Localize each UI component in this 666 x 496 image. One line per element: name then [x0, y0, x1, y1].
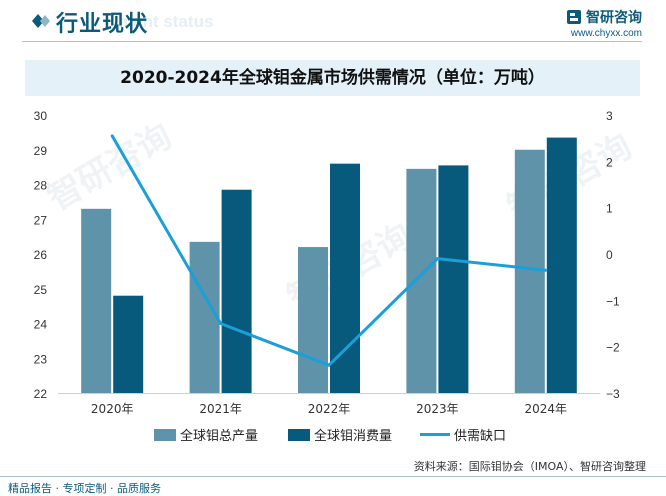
point-gap [435, 257, 439, 261]
brand-url[interactable]: www.chyxx.com [570, 27, 642, 39]
legend-item-production: 全球钼总产量 [154, 425, 258, 444]
bar-consumption [221, 189, 252, 393]
y-left-tick-label: 22 [34, 387, 48, 401]
y-left-tick-label: 26 [34, 248, 48, 262]
y-right-tick-label: −3 [606, 387, 620, 401]
legend-swatch-gap [420, 433, 450, 436]
header-divider [22, 41, 642, 42]
chart: 30 29 28 27 26 25 24 23 22 3 2 1 0 −1 −2 −3 2020年 2021年 20… [34, 109, 620, 416]
y-right-tick-label: 1 [606, 202, 613, 216]
legend-label-production: 全球钼总产量 [180, 429, 259, 444]
bar-production [406, 168, 437, 393]
footer: 资料来源：国际钼协会（IMOA）、智研咨询整理 精品报告 · 专项定制 · 品质… [0, 454, 666, 496]
bar-consumption [330, 163, 360, 393]
x-tick-label: 2020年 [91, 402, 134, 416]
line-gap [110, 135, 546, 367]
bar-consumption [113, 295, 144, 393]
x-tick-label: 2024年 [525, 402, 568, 416]
bar-consumption [438, 165, 469, 393]
y-left-tick-label: 30 [34, 109, 48, 123]
y-right-tick-label: 0 [606, 248, 613, 262]
bar-consumption [546, 137, 577, 393]
source-note: 资料来源：国际钼协会（IMOA）、智研咨询整理 [413, 460, 646, 473]
y-left-tick-label: 29 [34, 144, 48, 158]
chart-title: 2020-2024年全球钼金属市场供需情况（单位：万吨） [120, 68, 545, 88]
diamond-icon [32, 14, 50, 28]
brand: 智研咨询 www.chyxx.com [566, 6, 642, 39]
chart-title-box: 2020-2024年全球钼金属市场供需情况（单位：万吨） [25, 60, 640, 96]
legend-swatch-production [154, 428, 176, 441]
header: ment status 行业现状 智研咨询 www.chyxx.com [0, 0, 666, 44]
point-gap [219, 322, 223, 325]
legend-item-consumption: 全球钼消费量 [288, 425, 392, 444]
legend-swatch-consumption [288, 428, 310, 441]
legend-item-gap: 供需缺口 [420, 425, 506, 444]
bar-production [514, 149, 545, 393]
legend: 全球钼总产量 全球钼消费量 供需缺口 [0, 425, 666, 449]
x-tick-label: 2023年 [416, 402, 459, 416]
y-right-tick-label: 3 [606, 109, 613, 123]
tagline: 精品报告 · 专项定制 · 品质服务 [8, 482, 161, 495]
y-left-tick-label: 28 [34, 179, 48, 193]
brand-name: 智研咨询 [586, 9, 642, 26]
y-left-tick-label: 25 [34, 283, 48, 297]
header-subtitle: ment status [118, 12, 214, 31]
point-gap [327, 363, 331, 367]
legend-label-consumption: 全球钼消费量 [314, 429, 393, 444]
page-title: 行业现状 [56, 12, 149, 37]
y-left-tick-label: 23 [34, 352, 48, 366]
y-right-tick-label: −2 [606, 341, 620, 355]
point-gap [110, 134, 114, 138]
y-right-tick-label: 2 [606, 155, 613, 169]
y-left-tick-label: 24 [34, 318, 48, 332]
point-gap [544, 268, 548, 272]
bar-production [298, 247, 328, 393]
y-left-tick-label: 27 [34, 213, 48, 227]
bar-production [189, 241, 220, 393]
y-right-tick-label: −1 [606, 294, 620, 308]
x-tick-label: 2021年 [199, 402, 242, 416]
x-tick-label: 2022年 [308, 402, 351, 416]
bar-production [81, 208, 112, 393]
legend-label-gap: 供需缺口 [454, 429, 507, 444]
footer-divider [0, 476, 666, 477]
brand-logo-icon [567, 9, 581, 24]
